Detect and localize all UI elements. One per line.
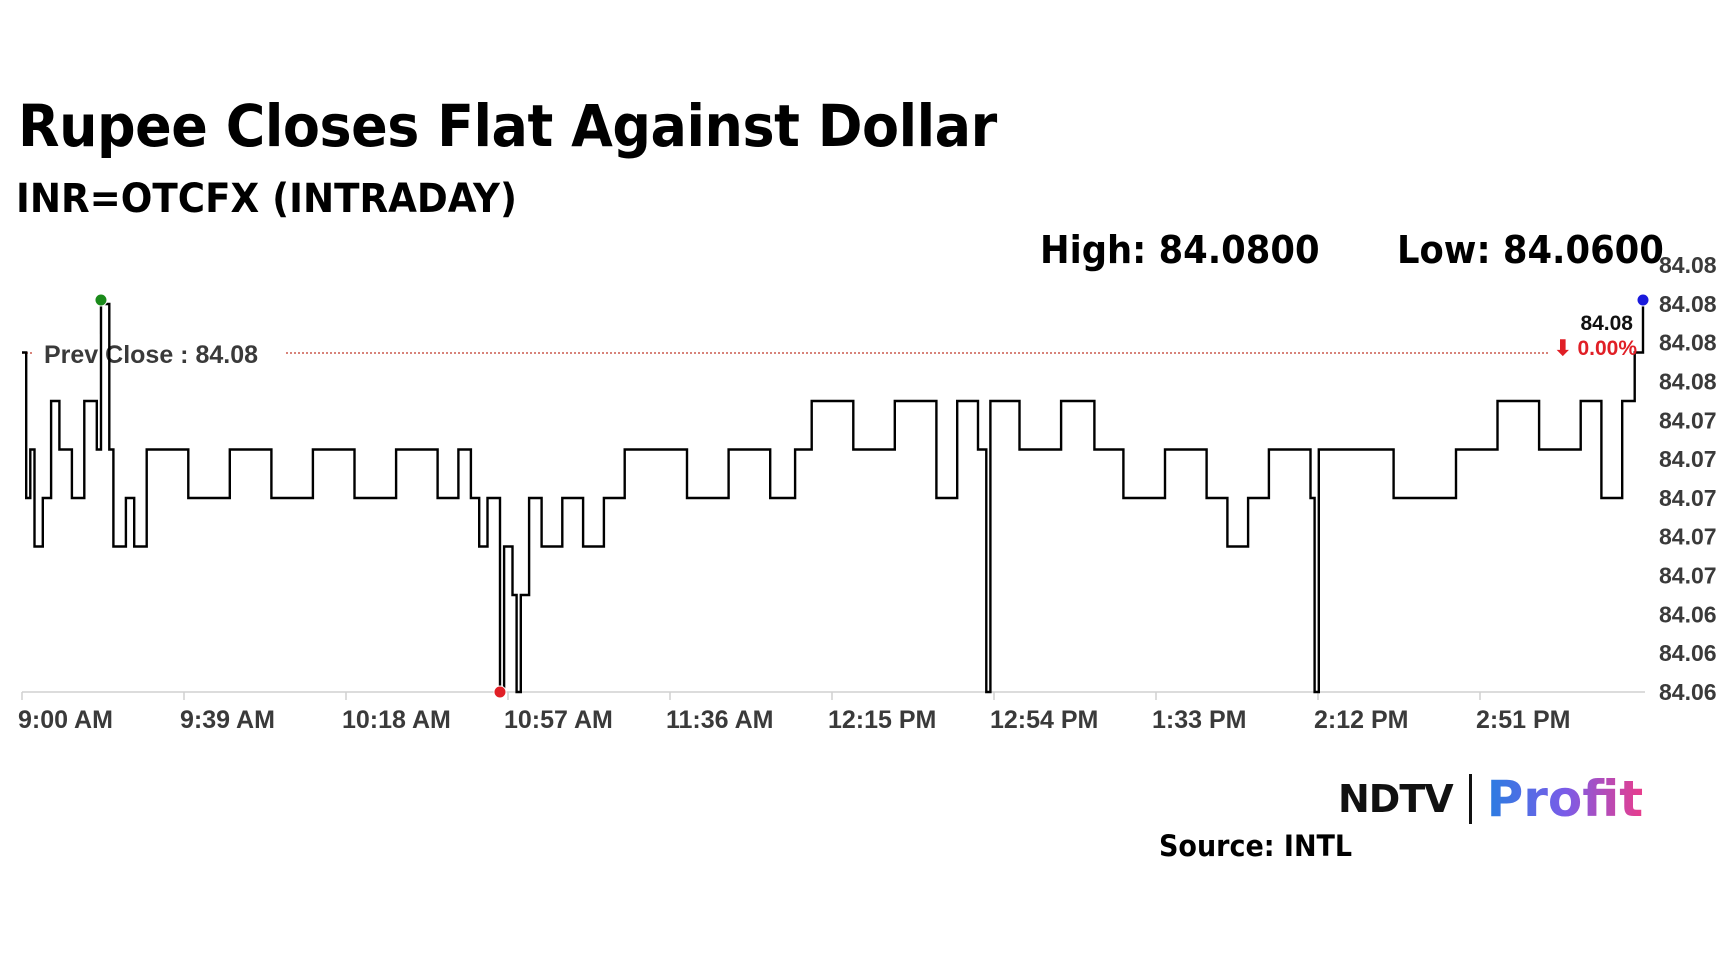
price-series — [22, 302, 1645, 694]
prev-close-label-bg — [34, 336, 284, 368]
x-tick-label: 2:51 PM — [1476, 706, 1570, 734]
logo-ndtv-text: NDTV — [1338, 777, 1454, 821]
chart-subtitle: INR=OTCFX (INTRADAY) — [16, 176, 517, 222]
last-marker — [1636, 293, 1650, 307]
y-tick-label: 84.07 — [1659, 446, 1717, 472]
x-tick-label: 9:00 AM — [18, 706, 113, 734]
low-value: Low: 84.0600 — [1397, 228, 1664, 272]
y-tick-label: 84.07 — [1659, 407, 1717, 433]
x-tick-label: 12:15 PM — [828, 706, 936, 734]
markers — [94, 293, 1650, 699]
x-tick-label: 9:39 AM — [180, 706, 275, 734]
y-tick-label: 84.08 — [1659, 291, 1717, 317]
source-note: Source: INTL — [1159, 829, 1353, 863]
series-line-0 — [22, 302, 1645, 694]
y-tick-label: 84.06 — [1659, 640, 1717, 666]
y-tick-label: 84.07 — [1659, 563, 1717, 589]
y-tick-label: 84.06 — [1659, 601, 1717, 627]
last-change-label: ⬇ 0.00% — [1554, 337, 1637, 360]
y-tick-label: 84.08 — [1659, 252, 1717, 278]
y-tick-label: 84.08 — [1659, 368, 1717, 394]
x-tick-label: 10:18 AM — [342, 706, 451, 734]
y-tick-label: 84.07 — [1659, 524, 1717, 550]
logo-profit-text: Profit — [1486, 770, 1644, 828]
intraday-line-chart: 84.08 84.08 84.08 84.08 84.07 84.07 84.07 84.07… — [18, 252, 1717, 734]
ndtv-profit-logo: NDTV Profit — [1338, 770, 1643, 830]
x-tick-label: 11:36 AM — [666, 706, 773, 734]
prev-close-label: Prev Close : 84.08 — [44, 341, 258, 369]
last-value-label: 84.08 — [1580, 312, 1633, 335]
y-tick-label: 84.06 — [1659, 679, 1717, 705]
chart-title: Rupee Closes Flat Against Dollar — [18, 92, 997, 160]
high-value: High: 84.0800 — [1040, 228, 1320, 272]
x-tick-label: 2:12 PM — [1314, 706, 1408, 734]
x-axis-ticks: 9:00 AM 9:39 AM 10:18 AM 10:57 AM 11:36 AM 12… — [18, 692, 1570, 734]
high-marker — [94, 293, 108, 307]
y-tick-label: 84.07 — [1659, 485, 1717, 511]
low-marker — [493, 685, 507, 699]
x-tick-label: 10:57 AM — [504, 706, 613, 734]
logo-separator — [1469, 774, 1473, 824]
x-tick-label: 12:54 PM — [990, 706, 1098, 734]
y-tick-label: 84.08 — [1659, 330, 1717, 356]
y-axis-ticks: 84.08 84.08 84.08 84.08 84.07 84.07 84.07 84.07… — [1659, 252, 1717, 705]
x-tick-label: 1:33 PM — [1152, 706, 1246, 734]
